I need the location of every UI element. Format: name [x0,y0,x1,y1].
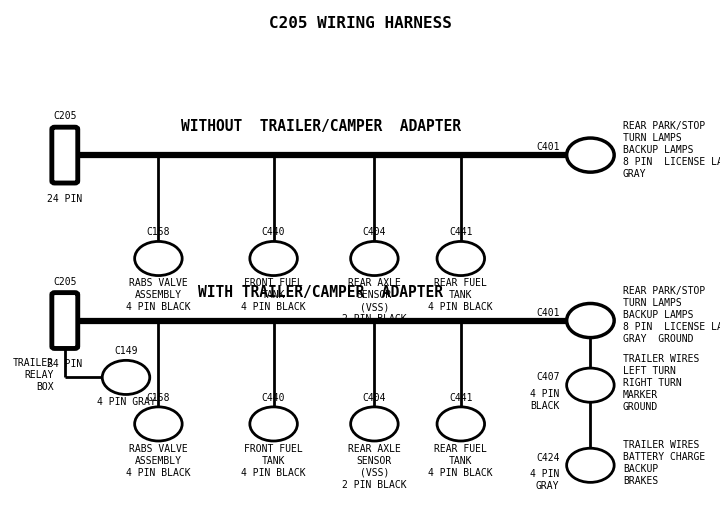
Text: REAR FUEL
TANK
4 PIN BLACK: REAR FUEL TANK 4 PIN BLACK [428,444,493,478]
Text: WITHOUT  TRAILER/CAMPER  ADAPTER: WITHOUT TRAILER/CAMPER ADAPTER [181,119,461,134]
Text: C424: C424 [536,452,559,463]
Text: 24 PIN: 24 PIN [48,194,82,204]
Text: C205: C205 [53,111,76,121]
Circle shape [351,241,398,276]
Circle shape [250,241,297,276]
Text: C205 WIRING HARNESS: C205 WIRING HARNESS [269,16,451,31]
Text: REAR PARK/STOP
TURN LAMPS
BACKUP LAMPS
8 PIN  LICENSE LAMPS
GRAY  GROUND: REAR PARK/STOP TURN LAMPS BACKUP LAMPS 8… [623,286,720,344]
Text: RABS VALVE
ASSEMBLY
4 PIN BLACK: RABS VALVE ASSEMBLY 4 PIN BLACK [126,278,191,312]
Text: C440: C440 [262,392,285,403]
Text: C404: C404 [363,227,386,237]
Text: TRAILER WIRES
LEFT TURN
RIGHT TURN
MARKER
GROUND: TRAILER WIRES LEFT TURN RIGHT TURN MARKE… [623,354,699,412]
Text: C401: C401 [536,142,559,153]
Text: TRAILER WIRES
BATTERY CHARGE
BACKUP
BRAKES: TRAILER WIRES BATTERY CHARGE BACKUP BRAK… [623,440,705,485]
Text: 4 PIN
BLACK: 4 PIN BLACK [530,389,559,412]
Circle shape [437,241,485,276]
Text: FRONT FUEL
TANK
4 PIN BLACK: FRONT FUEL TANK 4 PIN BLACK [241,444,306,478]
Text: REAR AXLE
SENSOR
(VSS)
2 PIN BLACK: REAR AXLE SENSOR (VSS) 2 PIN BLACK [342,278,407,324]
Text: C149: C149 [114,346,138,356]
Text: C441: C441 [449,227,472,237]
Text: FRONT FUEL
TANK
4 PIN BLACK: FRONT FUEL TANK 4 PIN BLACK [241,278,306,312]
Text: TRAILER
RELAY
BOX: TRAILER RELAY BOX [13,358,54,392]
FancyBboxPatch shape [52,127,78,183]
Text: RABS VALVE
ASSEMBLY
4 PIN BLACK: RABS VALVE ASSEMBLY 4 PIN BLACK [126,444,191,478]
Text: 4 PIN GRAY: 4 PIN GRAY [96,397,156,407]
Text: C158: C158 [147,227,170,237]
Text: C401: C401 [536,308,559,318]
Circle shape [567,303,614,338]
Circle shape [351,407,398,441]
Circle shape [135,241,182,276]
Text: C440: C440 [262,227,285,237]
Circle shape [437,407,485,441]
Text: C404: C404 [363,392,386,403]
Text: 4 PIN
GRAY: 4 PIN GRAY [530,469,559,492]
Text: REAR PARK/STOP
TURN LAMPS
BACKUP LAMPS
8 PIN  LICENSE LAMPS
GRAY: REAR PARK/STOP TURN LAMPS BACKUP LAMPS 8… [623,121,720,179]
Circle shape [135,407,182,441]
Text: C158: C158 [147,392,170,403]
Circle shape [250,407,297,441]
Circle shape [567,448,614,482]
Circle shape [567,138,614,172]
Text: 24 PIN: 24 PIN [48,359,82,370]
Text: C441: C441 [449,392,472,403]
Text: C205: C205 [53,277,76,287]
Text: WITH TRAILER/CAMPER  ADAPTER: WITH TRAILER/CAMPER ADAPTER [198,284,444,300]
Circle shape [102,360,150,394]
FancyBboxPatch shape [52,293,78,348]
Text: REAR FUEL
TANK
4 PIN BLACK: REAR FUEL TANK 4 PIN BLACK [428,278,493,312]
Text: C407: C407 [536,372,559,383]
Text: REAR AXLE
SENSOR
(VSS)
2 PIN BLACK: REAR AXLE SENSOR (VSS) 2 PIN BLACK [342,444,407,490]
Circle shape [567,368,614,402]
